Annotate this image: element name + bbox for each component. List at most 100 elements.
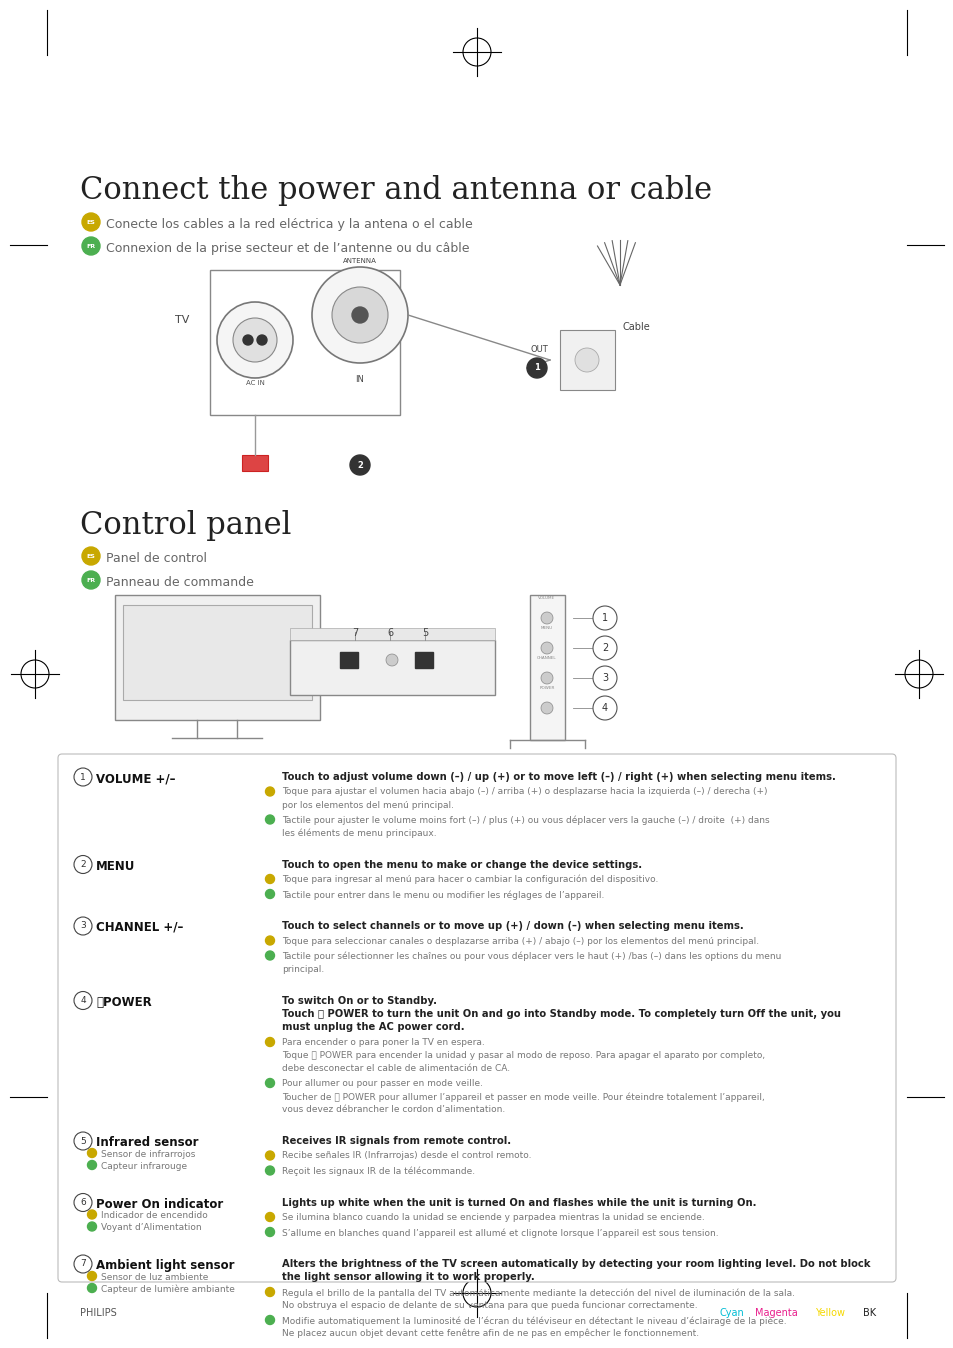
Circle shape: [88, 1283, 96, 1293]
Text: 2: 2: [80, 860, 86, 869]
Circle shape: [265, 1038, 274, 1046]
Text: Toque para seleccionar canales o desplazarse arriba (+) / abajo (–) por los elem: Toque para seleccionar canales o desplaz…: [282, 937, 759, 945]
Circle shape: [265, 787, 274, 797]
Text: CHANNEL +/–: CHANNEL +/–: [96, 921, 183, 934]
Text: Magenta: Magenta: [754, 1308, 797, 1318]
Circle shape: [88, 1271, 96, 1281]
Text: No obstruya el espacio de delante de su ventana para que pueda funcionar correct: No obstruya el espacio de delante de su …: [282, 1301, 697, 1310]
Text: Receives IR signals from remote control.: Receives IR signals from remote control.: [282, 1136, 511, 1146]
FancyBboxPatch shape: [530, 594, 564, 740]
Text: Control panel: Control panel: [80, 510, 291, 541]
Circle shape: [265, 1166, 274, 1175]
Circle shape: [82, 213, 100, 231]
Text: Voyant d’Alimentation: Voyant d’Alimentation: [101, 1224, 201, 1232]
Text: Capteur infrarouge: Capteur infrarouge: [101, 1162, 187, 1171]
Bar: [415, 652, 433, 669]
Text: Sensor de luz ambiente: Sensor de luz ambiente: [101, 1273, 208, 1282]
FancyBboxPatch shape: [58, 754, 895, 1282]
Circle shape: [88, 1211, 96, 1219]
Text: 5: 5: [421, 628, 428, 638]
Text: Infrared sensor: Infrared sensor: [96, 1136, 198, 1148]
Text: ANTENNA: ANTENNA: [343, 257, 376, 264]
Circle shape: [88, 1223, 96, 1231]
Text: Ne placez aucun objet devant cette fenêtre afin de ne pas en empêcher le fonctio: Ne placez aucun objet devant cette fenêt…: [282, 1329, 699, 1339]
Circle shape: [265, 1228, 274, 1236]
Circle shape: [265, 1287, 274, 1297]
Text: Connect the power and antenna or cable: Connect the power and antenna or cable: [80, 175, 711, 206]
Circle shape: [233, 318, 276, 363]
Circle shape: [352, 307, 368, 324]
Text: must unplug the AC power cord.: must unplug the AC power cord.: [282, 1023, 464, 1033]
Text: Panel de control: Panel de control: [106, 551, 207, 565]
Text: Alters the brightness of the TV screen automatically by detecting your room ligh: Alters the brightness of the TV screen a…: [282, 1259, 869, 1268]
Text: 2: 2: [601, 643, 607, 652]
Text: Toque para ingresar al menú para hacer o cambiar la configuración del dispositiv: Toque para ingresar al menú para hacer o…: [282, 875, 658, 884]
FancyBboxPatch shape: [123, 605, 312, 700]
Text: Capteur de lumière ambiante: Capteur de lumière ambiante: [101, 1285, 234, 1294]
Text: CHANNEL: CHANNEL: [537, 656, 557, 661]
Text: 2: 2: [356, 461, 362, 469]
Text: Toque ⏻ POWER para encender la unidad y pasar al modo de reposo. Para apagar el : Toque ⏻ POWER para encender la unidad y …: [282, 1051, 764, 1060]
Text: Recibe señales IR (Infrarrojas) desde el control remoto.: Recibe señales IR (Infrarrojas) desde el…: [282, 1151, 531, 1161]
Circle shape: [82, 237, 100, 255]
Text: Para encender o para poner la TV en espera.: Para encender o para poner la TV en espe…: [282, 1038, 484, 1047]
Text: 5: 5: [80, 1136, 86, 1146]
Text: 7: 7: [80, 1259, 86, 1268]
Circle shape: [575, 348, 598, 372]
Text: OUT: OUT: [530, 345, 547, 355]
Text: ES: ES: [87, 220, 95, 225]
Circle shape: [312, 267, 408, 363]
Circle shape: [540, 612, 553, 624]
Text: Toque para ajustar el volumen hacia abajo (–) / arriba (+) o desplazarse hacia l: Toque para ajustar el volumen hacia abaj…: [282, 787, 767, 797]
Text: POWER: POWER: [538, 686, 554, 690]
Text: FR: FR: [87, 244, 95, 248]
Text: Cyan: Cyan: [720, 1308, 744, 1318]
Text: Indicador de encendido: Indicador de encendido: [101, 1212, 208, 1220]
Text: 1: 1: [534, 364, 539, 372]
Circle shape: [540, 673, 553, 683]
Text: Touch ⏻ POWER to turn the unit On and go into Standby mode. To completely turn O: Touch ⏻ POWER to turn the unit On and go…: [282, 1010, 841, 1019]
Text: principal.: principal.: [282, 965, 324, 973]
Polygon shape: [559, 330, 615, 390]
Text: Conecte los cables a la red eléctrica y la antena o el cable: Conecte los cables a la red eléctrica y …: [106, 218, 473, 231]
Text: Lights up white when the unit is turned On and flashes while the unit is turning: Lights up white when the unit is turned …: [282, 1197, 756, 1208]
Text: Ambient light sensor: Ambient light sensor: [96, 1259, 234, 1273]
Circle shape: [350, 456, 370, 474]
Text: the light sensor allowing it to work properly.: the light sensor allowing it to work pro…: [282, 1273, 535, 1282]
Text: 6: 6: [387, 628, 393, 638]
Text: AC IN: AC IN: [245, 380, 264, 386]
Text: 4: 4: [601, 704, 607, 713]
Text: PHILIPS: PHILIPS: [80, 1308, 116, 1318]
Text: TV: TV: [174, 315, 190, 325]
FancyBboxPatch shape: [290, 628, 495, 640]
Circle shape: [540, 642, 553, 654]
Text: 6: 6: [80, 1198, 86, 1206]
Circle shape: [265, 1212, 274, 1221]
Bar: [339, 652, 357, 669]
Text: les éléments de menu principaux.: les éléments de menu principaux.: [282, 829, 436, 838]
Text: Pour allumer ou pour passer en mode veille.: Pour allumer ou pour passer en mode veil…: [282, 1078, 482, 1088]
Text: ES: ES: [87, 554, 95, 558]
Text: VOLUME: VOLUME: [537, 596, 555, 600]
Circle shape: [82, 547, 100, 565]
Text: MENU: MENU: [540, 625, 553, 630]
Text: por los elementos del menú principal.: por los elementos del menú principal.: [282, 801, 454, 810]
Text: 1: 1: [80, 772, 86, 782]
Text: 1: 1: [601, 613, 607, 623]
Circle shape: [243, 336, 253, 345]
Text: 4: 4: [80, 996, 86, 1006]
Circle shape: [265, 1316, 274, 1325]
Text: MENU: MENU: [96, 860, 135, 872]
Circle shape: [88, 1148, 96, 1158]
Circle shape: [88, 1161, 96, 1170]
Circle shape: [256, 336, 267, 345]
Text: debe desconectar el cable de alimentación de CA.: debe desconectar el cable de alimentació…: [282, 1064, 510, 1073]
Text: Tactile pour entrer dans le menu ou modifier les réglages de l’appareil.: Tactile pour entrer dans le menu ou modi…: [282, 890, 604, 899]
Text: ⏻POWER: ⏻POWER: [96, 996, 152, 1008]
Text: Sensor de infrarrojos: Sensor de infrarrojos: [101, 1150, 195, 1159]
Text: Power On indicator: Power On indicator: [96, 1197, 223, 1211]
Text: Connexion de la prise secteur et de l’antenne ou du câble: Connexion de la prise secteur et de l’an…: [106, 243, 469, 255]
Circle shape: [265, 816, 274, 824]
Circle shape: [332, 287, 388, 342]
Text: To switch On or to Standby.: To switch On or to Standby.: [282, 996, 436, 1006]
